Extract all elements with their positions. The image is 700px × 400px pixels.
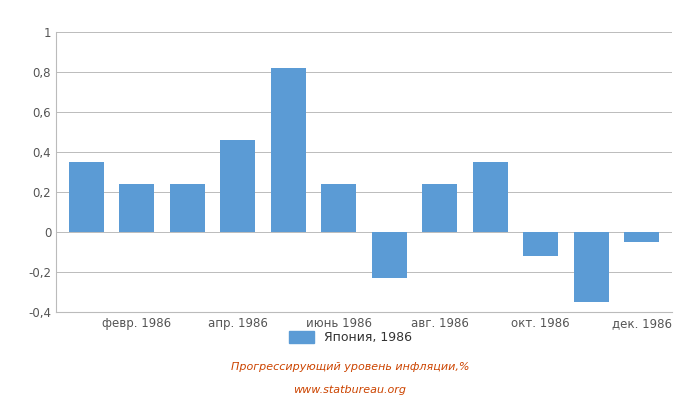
- Text: Прогрессирующий уровень инфляции,%: Прогрессирующий уровень инфляции,%: [231, 362, 469, 372]
- Bar: [523, 232, 559, 256]
- Bar: [69, 162, 104, 232]
- Legend: Япония, 1986: Япония, 1986: [284, 326, 416, 349]
- Bar: [321, 184, 356, 232]
- Bar: [372, 232, 407, 278]
- Bar: [169, 184, 205, 232]
- Bar: [422, 184, 457, 232]
- Bar: [220, 140, 256, 232]
- Text: www.statbureau.org: www.statbureau.org: [293, 385, 407, 395]
- Bar: [624, 232, 659, 242]
- Bar: [271, 68, 306, 232]
- Bar: [573, 232, 609, 302]
- Bar: [473, 162, 508, 232]
- Bar: [119, 184, 155, 232]
